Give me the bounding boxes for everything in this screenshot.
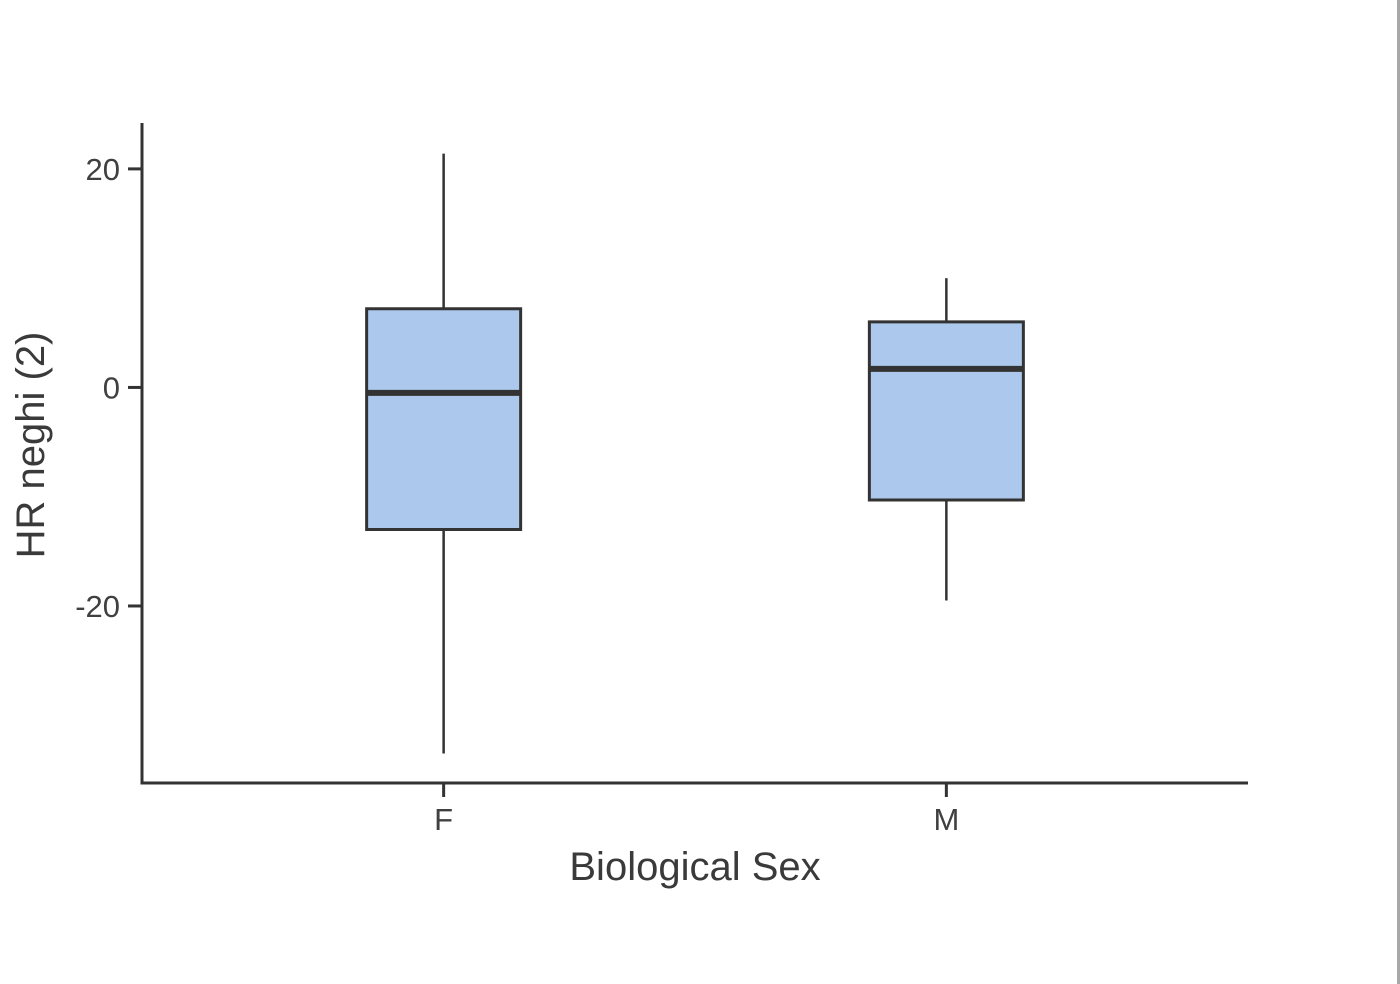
right-window-edge-line: [1397, 0, 1400, 984]
y-tick-label: -20: [75, 589, 120, 624]
box-M: [867, 320, 1025, 502]
y-axis-title: HR neghi (2): [9, 332, 53, 559]
x-tick-label-F: F: [434, 802, 453, 837]
x-axis-title: Biological Sex: [569, 845, 820, 889]
y-tick-label: 20: [86, 152, 120, 187]
y-tick-label: 0: [103, 370, 120, 405]
x-tick-label-M: M: [933, 802, 959, 837]
box-F: [365, 307, 523, 531]
